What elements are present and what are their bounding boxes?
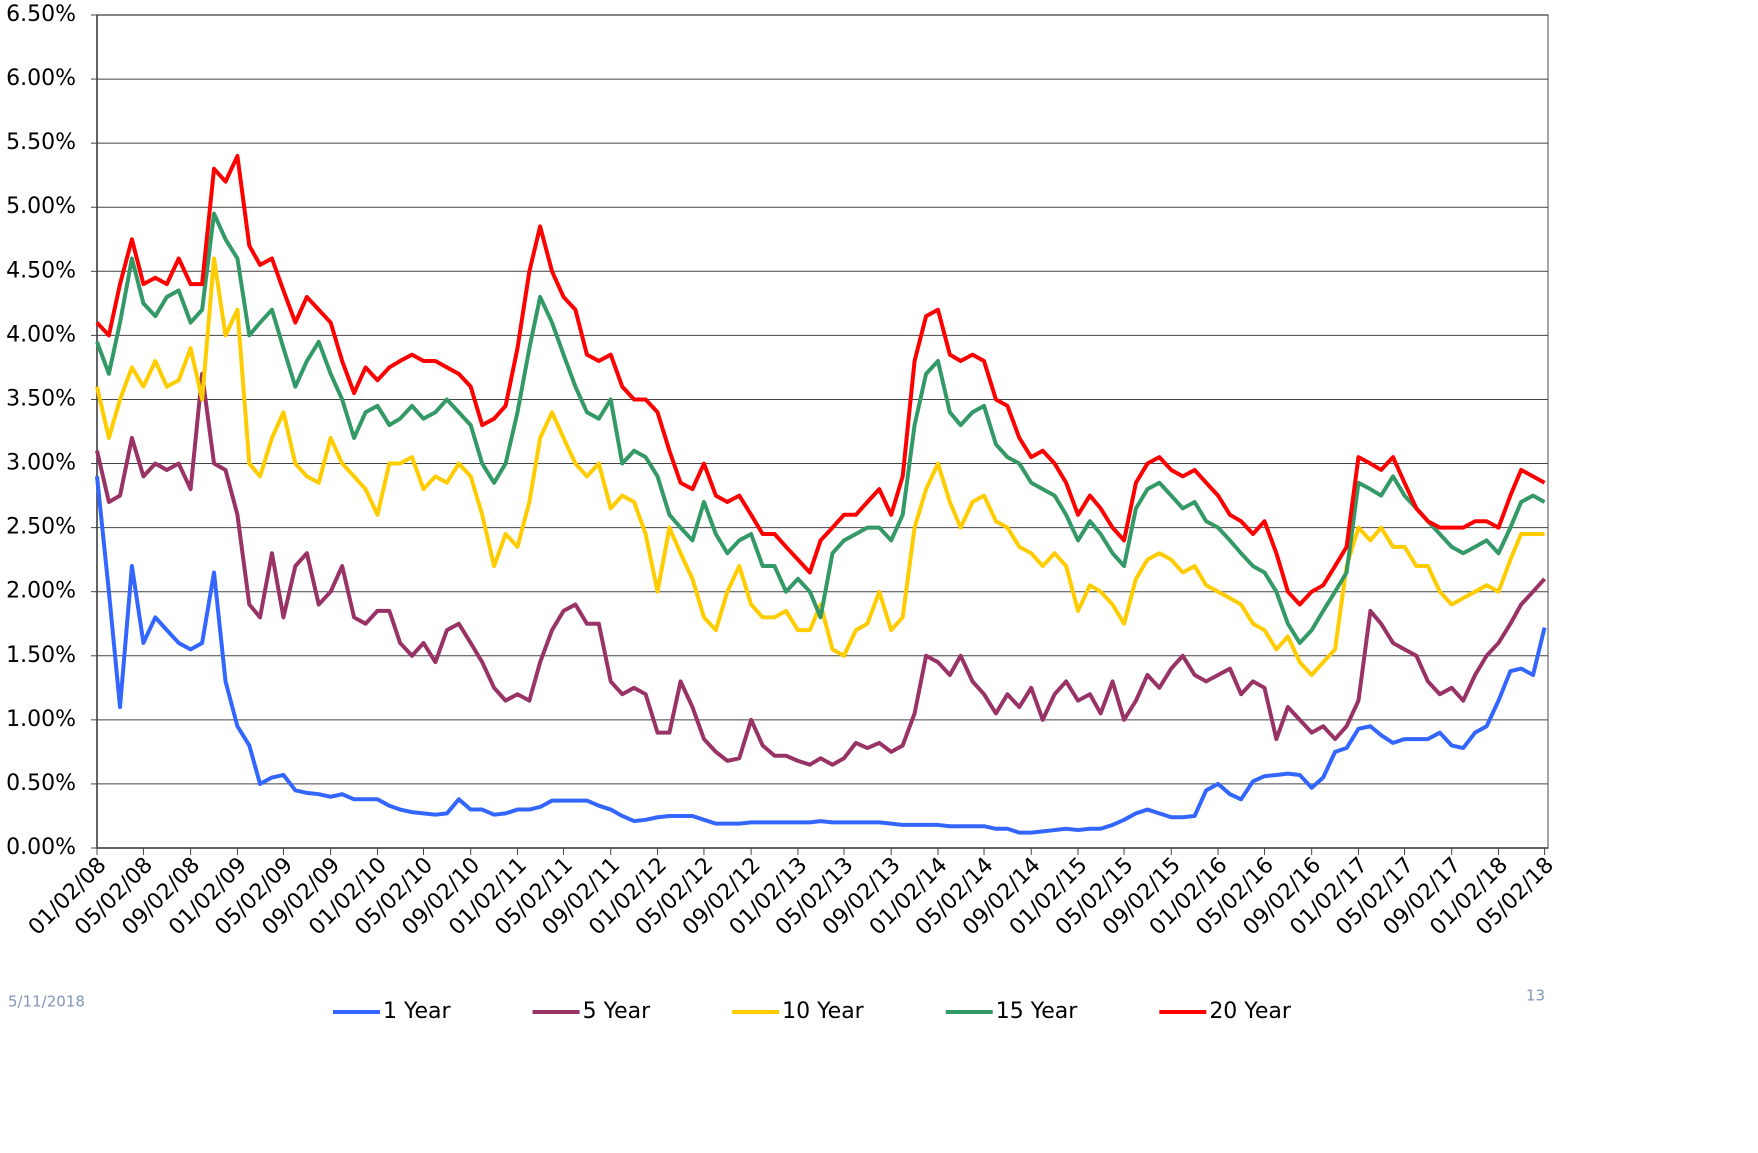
y-tick-label: 5.50% — [6, 130, 76, 155]
slide-number: 13 — [1526, 987, 1545, 1005]
y-tick-label: 3.00% — [6, 451, 76, 476]
y-tick-label: 0.50% — [6, 771, 76, 796]
slide-date: 5/11/2018 — [8, 993, 85, 1011]
y-tick-label: 1.50% — [6, 643, 76, 668]
y-tick-label: 6.50% — [6, 2, 76, 27]
y-tick-label: 1.00% — [6, 707, 76, 732]
legend-label: 5 Year — [583, 999, 652, 1024]
plot-frame — [96, 14, 1549, 849]
legend-label: 20 Year — [1209, 999, 1292, 1024]
y-tick-label: 0.00% — [6, 835, 76, 860]
legend-label: 10 Year — [782, 999, 865, 1024]
y-tick-label: 2.00% — [6, 579, 76, 604]
series-line — [95, 476, 1547, 835]
y-tick-label: 5.00% — [6, 194, 76, 219]
series-line — [95, 153, 1546, 607]
legend-label: 15 Year — [996, 999, 1079, 1024]
y-tick-label: 3.50% — [6, 386, 76, 411]
y-tick-label: 4.00% — [6, 322, 76, 347]
series-line — [95, 371, 1547, 767]
series-line — [95, 211, 1546, 645]
y-tick-label: 6.00% — [6, 66, 76, 91]
y-tick-label: 2.50% — [6, 515, 76, 540]
y-tick-label: 4.50% — [6, 258, 76, 283]
legend-label: 1 Year — [383, 999, 452, 1024]
series-line — [95, 256, 1545, 677]
